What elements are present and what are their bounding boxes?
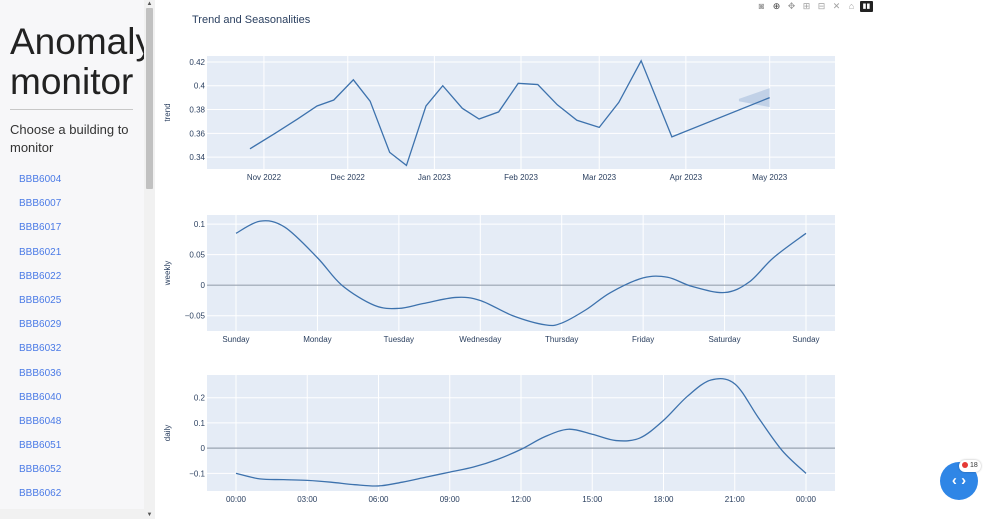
building-prompt: Choose a building to monitor — [10, 122, 129, 155]
x-tick-label: 09:00 — [440, 495, 461, 504]
y-tick-label: 0.42 — [189, 58, 205, 67]
building-link[interactable]: BBB6029 — [19, 319, 62, 331]
x-tick-label: Monday — [303, 335, 331, 344]
y-tick-label: 0.36 — [189, 129, 205, 138]
weekly-line — [235, 220, 807, 327]
red-dot-icon — [962, 462, 968, 469]
x-tick-label: Sunday — [792, 335, 819, 344]
autoscale-icon[interactable]: ✕ — [832, 1, 841, 11]
charts-svg: Nov 2022 Dec 2022 Jan 2023 Feb 2023 Mar 2023… — [163, 56, 835, 504]
zoom-icon[interactable]: ⊕ — [772, 1, 781, 11]
x-tick-label: Thursday — [545, 335, 578, 344]
uncertainty-band — [738, 88, 770, 108]
x-tick-label: 00:00 — [796, 495, 817, 504]
figure-title: Trend and Seasonalities — [192, 14, 311, 26]
building-link[interactable]: BBB6051 — [19, 440, 62, 452]
y-tick-label: −0.1 — [189, 469, 205, 478]
plot-area — [207, 215, 835, 331]
building-link[interactable]: BBB6048 — [19, 415, 62, 427]
camera-icon[interactable]: ◙ — [758, 1, 765, 11]
sidebar: Anomaly monitor Choose a building to mon… — [0, 0, 155, 519]
building-link[interactable]: BBB6022 — [19, 270, 62, 282]
trend-line — [249, 59, 770, 167]
x-tick-label: Apr 2023 — [670, 173, 703, 182]
plot-modebar: ◙ ⊕ ✥ ⊞ ⊟ ✕ ⌂ ▮▮ — [755, 1, 873, 12]
daily-line — [235, 378, 807, 487]
x-tick-label: 12:00 — [511, 495, 532, 504]
x-tick-label: Tuesday — [384, 335, 414, 344]
x-tick-label: 00:00 — [226, 495, 247, 504]
main-panel: Trend and Seasonalities ◙ ⊕ ✥ ⊞ ⊟ ✕ ⌂ ▮▮… — [155, 0, 1000, 519]
notification-count: 18 — [970, 462, 978, 469]
x-tick-label: Saturday — [709, 335, 741, 344]
x-tick-label: Jan 2023 — [418, 173, 451, 182]
title-divider — [10, 109, 133, 110]
y-tick-label: −0.05 — [185, 312, 206, 321]
building-link[interactable]: BBB6032 — [19, 343, 62, 355]
y-axis-title: weekly — [163, 261, 172, 286]
scroll-down-arrow-icon[interactable]: ▼ — [146, 512, 153, 518]
app-title: Anomaly monitor — [10, 22, 154, 102]
notification-badge: 18 — [959, 460, 981, 472]
x-tick-label: Dec 2022 — [331, 173, 366, 182]
x-tick-label: Feb 2023 — [504, 173, 538, 182]
y-axis-title: daily — [163, 425, 172, 441]
building-link[interactable]: BBB6021 — [19, 246, 62, 258]
x-tick-label: 18:00 — [653, 495, 674, 504]
building-link[interactable]: BBB6036 — [19, 367, 62, 379]
building-link[interactable]: BBB6025 — [19, 294, 62, 306]
horizontal-scrollbar[interactable] — [0, 509, 144, 519]
building-link[interactable]: BBB6040 — [19, 391, 62, 403]
x-tick-label: Friday — [632, 335, 654, 344]
building-link[interactable]: BBB6052 — [19, 464, 62, 476]
building-link[interactable]: BBB6004 — [19, 174, 62, 185]
x-tick-label: 03:00 — [297, 495, 318, 504]
y-tick-label: 0.1 — [194, 419, 206, 428]
app-title-line2: monitor — [10, 61, 134, 102]
x-tick-label: 06:00 — [368, 495, 389, 504]
sidebar-scrollbar[interactable]: ▲ ▼ — [144, 0, 155, 519]
y-tick-label: 0 — [201, 281, 206, 290]
x-tick-label: Wednesday — [459, 335, 501, 344]
y-tick-label: 0.1 — [194, 220, 206, 229]
app-title-line1: Anomaly — [10, 21, 154, 62]
x-tick-label: Nov 2022 — [247, 173, 282, 182]
y-tick-label: 0.34 — [189, 153, 205, 162]
zoom-in-icon[interactable]: ⊞ — [802, 1, 811, 11]
scroll-up-arrow-icon[interactable]: ▲ — [146, 1, 153, 7]
y-tick-label: 0.2 — [194, 394, 206, 403]
building-list: BBB6004 BBB6007 BBB6017 BBB6021 BBB6022 … — [19, 168, 61, 507]
y-axis-title: trend — [163, 103, 172, 121]
building-link[interactable]: BBB6017 — [19, 222, 62, 234]
y-tick-label: 0.4 — [194, 82, 206, 91]
x-tick-label: 15:00 — [582, 495, 603, 504]
zoom-out-icon[interactable]: ⊟ — [817, 1, 826, 11]
scroll-thumb[interactable] — [146, 8, 153, 189]
home-icon[interactable]: ⌂ — [848, 1, 855, 11]
x-tick-label: Sunday — [222, 335, 249, 344]
pan-icon[interactable]: ✥ — [787, 1, 796, 11]
y-tick-label: 0.05 — [189, 251, 205, 260]
building-link[interactable]: BBB6007 — [19, 198, 62, 210]
code-brackets-icon: ‹ › — [951, 472, 967, 489]
x-tick-label: May 2023 — [752, 173, 788, 182]
building-link[interactable]: BBB6062 — [19, 488, 62, 500]
plotly-logo-icon[interactable]: ▮▮ — [860, 1, 873, 12]
y-tick-label: 0.38 — [189, 106, 205, 115]
x-tick-label: 21:00 — [725, 495, 746, 504]
y-tick-label: 0 — [201, 444, 206, 453]
x-tick-label: Mar 2023 — [582, 173, 616, 182]
